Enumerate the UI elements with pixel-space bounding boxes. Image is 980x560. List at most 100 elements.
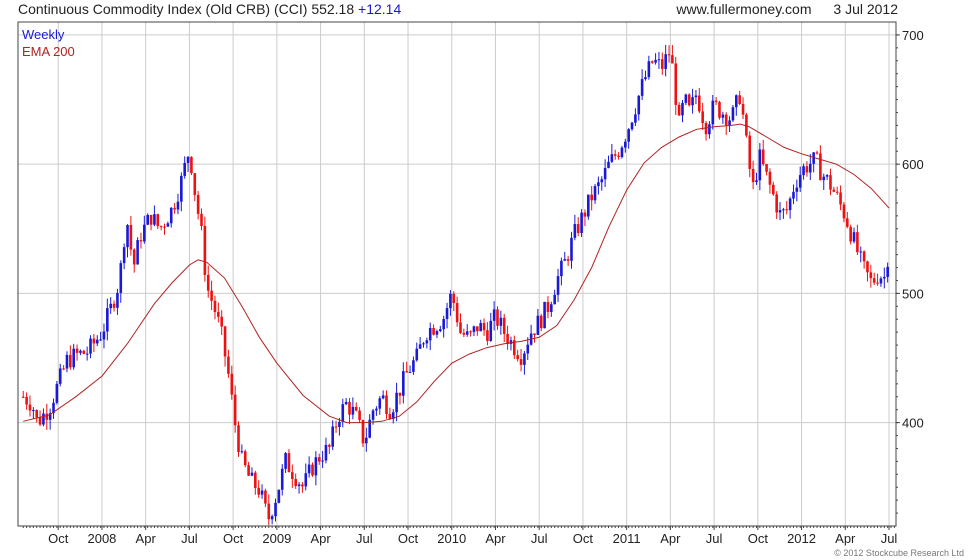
candle-body xyxy=(526,344,530,354)
candle-body xyxy=(391,412,395,419)
y-tick-label: 600 xyxy=(902,157,924,172)
candle-body xyxy=(455,303,459,323)
x-tick-label: Apr xyxy=(485,531,506,546)
candle-body xyxy=(415,348,419,361)
candle-body xyxy=(385,395,388,415)
x-tick-label: Jul xyxy=(181,531,198,546)
candle-body xyxy=(338,421,341,428)
candle-body xyxy=(593,186,597,201)
candle-body xyxy=(550,304,553,312)
candle-body xyxy=(116,292,119,308)
candle-body xyxy=(193,173,197,195)
candle-body xyxy=(129,225,133,250)
candle-body xyxy=(492,309,496,321)
candle-body xyxy=(220,316,223,327)
candle-body xyxy=(758,149,762,181)
candle-body xyxy=(99,339,102,341)
candle-body xyxy=(879,278,883,284)
candle-body xyxy=(297,484,301,487)
candle-body xyxy=(196,194,200,214)
legend-ema: EMA 200 xyxy=(22,44,75,59)
candle-body xyxy=(183,162,186,176)
candle-body xyxy=(489,320,493,341)
candle-body xyxy=(260,490,264,495)
candle-body xyxy=(267,503,271,520)
grid-lines xyxy=(18,22,896,526)
candle-body xyxy=(55,383,59,403)
candle-body xyxy=(284,453,287,469)
candle-body xyxy=(839,192,842,205)
candle-body xyxy=(270,516,274,520)
x-tick-label: Jul xyxy=(881,531,898,546)
candle-body xyxy=(65,354,69,369)
candle-body xyxy=(321,460,324,462)
candle-body xyxy=(402,371,405,396)
candle-body xyxy=(761,149,765,165)
candle-body xyxy=(85,353,89,355)
x-tick-label: Jul xyxy=(706,531,723,546)
chart-legend: Weekly EMA 200 xyxy=(22,26,75,60)
y-tick-label: 500 xyxy=(902,286,924,301)
candle-body xyxy=(694,95,698,98)
candle-body xyxy=(465,331,469,335)
candle-body xyxy=(772,184,775,195)
candle-body xyxy=(328,444,331,447)
candle-body xyxy=(872,278,876,283)
candle-body xyxy=(671,55,674,64)
candle-body xyxy=(233,394,237,426)
candle-body xyxy=(731,107,735,121)
candle-body xyxy=(274,502,277,517)
candle-body xyxy=(768,171,772,185)
candle-body xyxy=(876,282,879,284)
copyright-notice: © 2012 Stockcube Research Ltd xyxy=(834,548,964,558)
candle-body xyxy=(32,410,35,412)
candle-body xyxy=(304,473,308,487)
candle-body xyxy=(159,226,163,228)
candle-body xyxy=(539,315,543,329)
chart-date: 3 Jul 2012 xyxy=(833,1,898,17)
candle-body xyxy=(523,353,526,365)
x-tick-label: Jul xyxy=(531,531,548,546)
candle-body xyxy=(704,123,708,135)
candle-body xyxy=(139,240,143,242)
candle-body xyxy=(792,191,795,199)
candle-body xyxy=(257,487,260,495)
site-url[interactable]: www.fullermoney.com xyxy=(676,1,812,17)
candle-body xyxy=(479,323,482,332)
candle-body xyxy=(254,472,257,488)
candle-body xyxy=(600,179,604,183)
candle-body xyxy=(775,194,778,213)
candle-body xyxy=(886,266,889,277)
candle-body xyxy=(439,329,442,332)
candle-body xyxy=(708,124,711,135)
candle-body xyxy=(365,437,368,444)
candle-body xyxy=(654,59,657,63)
candle-body xyxy=(459,322,462,333)
candle-body xyxy=(822,176,826,181)
candle-body xyxy=(136,240,139,265)
candle-body xyxy=(89,338,92,354)
candle-body xyxy=(543,301,546,329)
candle-body xyxy=(354,406,358,411)
candle-body xyxy=(533,333,536,335)
candle-body xyxy=(132,249,136,265)
x-tick-label: Apr xyxy=(310,531,331,546)
candle-body xyxy=(677,104,681,116)
candle-body xyxy=(173,207,176,210)
candle-body xyxy=(684,94,688,103)
candle-body xyxy=(724,114,728,126)
candle-body xyxy=(69,354,72,368)
candle-body xyxy=(449,293,452,309)
candle-body xyxy=(570,237,573,261)
candle-body xyxy=(859,251,863,253)
candle-body xyxy=(755,180,758,183)
candle-body xyxy=(785,209,789,211)
candle-body xyxy=(849,226,852,242)
candle-body xyxy=(38,417,42,425)
candle-body xyxy=(398,392,402,396)
candle-body xyxy=(442,319,445,330)
candle-body xyxy=(613,154,617,156)
candle-body xyxy=(469,331,472,333)
candle-body xyxy=(808,163,812,173)
candle-body xyxy=(687,94,691,106)
